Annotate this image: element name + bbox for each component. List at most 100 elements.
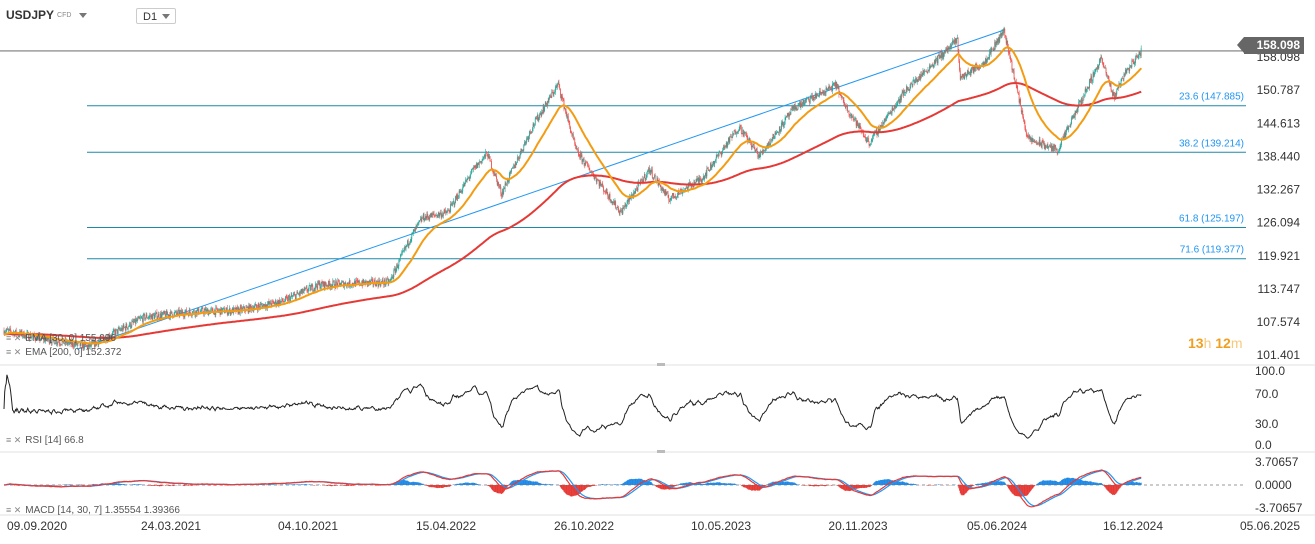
- candle-body: [115, 329, 117, 336]
- candle-body: [452, 202, 454, 204]
- candle-body: [685, 188, 687, 189]
- candle-body: [1039, 139, 1041, 146]
- candle-body: [263, 303, 265, 306]
- candle-body: [85, 343, 87, 346]
- rsi-legend[interactable]: ≡ ✕ RSI [14] 66.8: [6, 435, 84, 446]
- candle-body: [714, 161, 716, 165]
- candle-body: [778, 132, 780, 133]
- candle-body: [895, 106, 897, 108]
- candle-body: [84, 342, 85, 349]
- candle-body: [855, 118, 856, 120]
- countdown-minutes: 12: [1215, 335, 1231, 351]
- candle-body: [170, 311, 171, 318]
- candle-body: [24, 337, 26, 339]
- candle-body: [440, 212, 441, 214]
- candle-body: [850, 115, 851, 116]
- candle-body: [1028, 135, 1029, 138]
- candle-body: [575, 144, 576, 147]
- candle-body: [483, 154, 485, 157]
- candle-body: [572, 134, 574, 139]
- settings-icon[interactable]: ≡ ✕: [6, 333, 22, 343]
- candle-body: [280, 301, 282, 302]
- candle-body: [995, 43, 997, 47]
- candle-body: [817, 95, 818, 96]
- candle-body: [470, 174, 472, 177]
- symbol-selector[interactable]: USDJPY CFD: [6, 8, 88, 22]
- candle-body: [1109, 82, 1110, 85]
- ema30-legend[interactable]: ≡ ✕ EMA [30, 0] 155.096: [6, 333, 116, 344]
- candle-body: [268, 301, 270, 305]
- candle-body: [705, 172, 707, 177]
- candle-body: [769, 144, 771, 145]
- candle-body: [125, 324, 127, 331]
- candle-body: [845, 105, 847, 109]
- candle-body: [55, 340, 57, 344]
- candle-body: [314, 288, 316, 289]
- candle-body: [988, 57, 990, 59]
- candle-body: [968, 72, 970, 74]
- candle-body: [599, 181, 601, 186]
- candle-body: [465, 179, 467, 182]
- candle-body: [1122, 78, 1124, 79]
- candle-body: [670, 198, 672, 200]
- ema200-legend[interactable]: ≡ ✕ EMA [200, 0] 152.372: [6, 347, 122, 358]
- candle-body: [128, 326, 130, 327]
- settings-icon[interactable]: ≡ ✕: [6, 505, 22, 515]
- candle-body: [1088, 87, 1090, 89]
- candle-body: [774, 132, 776, 139]
- settings-icon[interactable]: ≡ ✕: [6, 347, 22, 357]
- candle-body: [1038, 139, 1040, 145]
- candle-body: [435, 215, 436, 216]
- candle-body: [786, 115, 787, 118]
- candle-body: [900, 94, 902, 101]
- candle-body: [375, 284, 377, 287]
- candle-body: [447, 210, 449, 212]
- candle-body: [1107, 75, 1109, 77]
- candle-body: [585, 161, 586, 166]
- candle-body: [616, 206, 618, 208]
- candle-body: [474, 165, 476, 168]
- candle-body: [577, 148, 579, 150]
- candle-body: [1008, 52, 1010, 54]
- candle-body: [459, 190, 461, 193]
- candle-body: [1028, 135, 1030, 137]
- candle-body: [628, 196, 630, 202]
- candle-body: [946, 48, 948, 52]
- candle-body: [573, 138, 575, 140]
- settings-icon[interactable]: ≡ ✕: [6, 435, 22, 445]
- candle-body: [667, 193, 669, 198]
- candle-body: [1049, 146, 1051, 147]
- ema200-params: [200, 0]: [49, 347, 83, 358]
- countdown-hours-unit: h: [1203, 335, 1212, 351]
- candle-body: [978, 67, 980, 69]
- timeframe-selector[interactable]: D1: [136, 8, 176, 24]
- candle-body: [234, 307, 235, 309]
- candle-body: [111, 336, 113, 337]
- candle-body: [810, 97, 812, 99]
- candle-body: [664, 190, 666, 195]
- candle-body: [1133, 61, 1135, 65]
- candle-body: [45, 335, 47, 340]
- macd-legend[interactable]: ≡ ✕ MACD [14, 30, 7] 1.35554 1.39366: [6, 505, 180, 516]
- candle-body: [787, 113, 789, 116]
- candle-body: [137, 317, 139, 319]
- candle-body: [369, 280, 370, 284]
- candle-body: [666, 192, 668, 194]
- candle-body: [592, 172, 594, 174]
- candle-body: [782, 121, 784, 127]
- candle-body: [296, 292, 298, 295]
- candle-body: [566, 114, 568, 119]
- candle-body: [39, 334, 41, 340]
- candle-body: [764, 150, 766, 151]
- candle-body: [707, 167, 708, 169]
- candle-body: [605, 189, 607, 194]
- candle-body: [597, 179, 599, 181]
- candle-body: [531, 131, 533, 133]
- candle-body: [661, 187, 663, 189]
- candle-body: [832, 83, 834, 85]
- candle-body: [93, 340, 95, 343]
- candle-body: [732, 133, 734, 138]
- candle-body: [449, 211, 451, 213]
- candle-body: [776, 132, 777, 135]
